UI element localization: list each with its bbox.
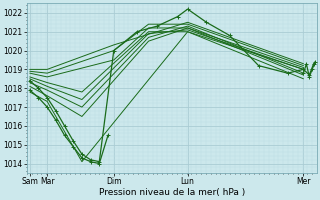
X-axis label: Pression niveau de la mer( hPa ): Pression niveau de la mer( hPa ): [99, 188, 245, 197]
